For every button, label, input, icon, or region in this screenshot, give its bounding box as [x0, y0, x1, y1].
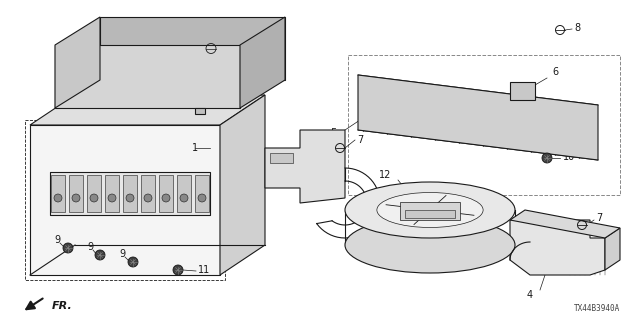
Polygon shape [265, 130, 345, 203]
Ellipse shape [345, 217, 515, 273]
Polygon shape [605, 228, 620, 270]
Polygon shape [159, 175, 173, 212]
Circle shape [180, 194, 188, 202]
Text: 6: 6 [552, 67, 558, 77]
Circle shape [108, 194, 116, 202]
Text: 2: 2 [205, 22, 211, 32]
Polygon shape [55, 17, 100, 108]
Polygon shape [177, 175, 191, 212]
Polygon shape [87, 175, 101, 212]
Circle shape [128, 257, 138, 267]
Polygon shape [50, 172, 210, 215]
Text: 7: 7 [596, 213, 602, 223]
Circle shape [54, 194, 62, 202]
Circle shape [126, 194, 134, 202]
Polygon shape [195, 175, 209, 212]
Polygon shape [105, 175, 119, 212]
Text: 11: 11 [198, 265, 211, 275]
Circle shape [72, 194, 80, 202]
Polygon shape [69, 175, 83, 212]
Polygon shape [220, 95, 265, 275]
Text: FR.: FR. [52, 301, 73, 311]
Text: 12: 12 [379, 170, 391, 180]
Ellipse shape [345, 182, 515, 238]
Polygon shape [100, 17, 285, 80]
Polygon shape [141, 175, 155, 212]
Text: 4: 4 [527, 290, 533, 300]
Polygon shape [51, 175, 65, 212]
Polygon shape [195, 108, 205, 114]
Polygon shape [123, 175, 137, 212]
Circle shape [63, 243, 73, 253]
Polygon shape [240, 17, 285, 108]
Polygon shape [510, 82, 535, 100]
Polygon shape [510, 210, 620, 238]
Polygon shape [30, 125, 220, 275]
Text: 9: 9 [119, 249, 125, 259]
Polygon shape [55, 45, 240, 108]
Text: 1: 1 [192, 143, 198, 153]
Circle shape [542, 153, 552, 163]
Circle shape [173, 265, 183, 275]
Polygon shape [358, 75, 598, 160]
Circle shape [144, 194, 152, 202]
Circle shape [162, 194, 170, 202]
Polygon shape [400, 202, 460, 220]
Text: TX44B3940A: TX44B3940A [573, 304, 620, 313]
Circle shape [198, 194, 206, 202]
Polygon shape [270, 153, 293, 163]
Ellipse shape [377, 193, 483, 228]
Text: 8: 8 [574, 23, 580, 33]
Polygon shape [30, 95, 265, 125]
Text: 5: 5 [330, 128, 336, 138]
Circle shape [95, 250, 105, 260]
Circle shape [90, 194, 98, 202]
Polygon shape [510, 220, 605, 275]
Text: 9: 9 [54, 235, 60, 245]
Text: 3: 3 [272, 180, 278, 190]
Text: 10: 10 [563, 152, 575, 162]
Polygon shape [405, 210, 455, 218]
Text: 9: 9 [87, 242, 93, 252]
Text: 7: 7 [357, 135, 364, 145]
